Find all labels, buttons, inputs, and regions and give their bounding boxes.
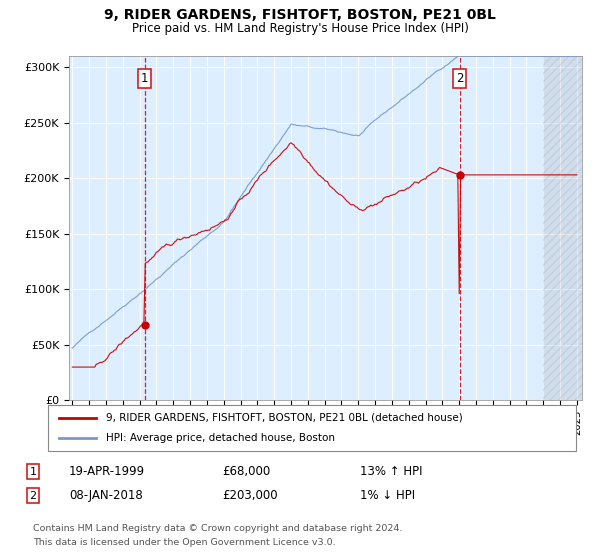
Text: 1% ↓ HPI: 1% ↓ HPI <box>360 489 415 502</box>
Text: £68,000: £68,000 <box>222 465 270 478</box>
Text: 2: 2 <box>29 491 37 501</box>
Bar <box>544 56 586 400</box>
Text: 13% ↑ HPI: 13% ↑ HPI <box>360 465 422 478</box>
Text: 1: 1 <box>29 466 37 477</box>
Text: Price paid vs. HM Land Registry's House Price Index (HPI): Price paid vs. HM Land Registry's House … <box>131 22 469 35</box>
Text: This data is licensed under the Open Government Licence v3.0.: This data is licensed under the Open Gov… <box>33 538 335 547</box>
Text: HPI: Average price, detached house, Boston: HPI: Average price, detached house, Bost… <box>106 433 335 443</box>
Text: 08-JAN-2018: 08-JAN-2018 <box>69 489 143 502</box>
Text: 2: 2 <box>456 72 463 85</box>
FancyBboxPatch shape <box>48 405 576 451</box>
Text: 19-APR-1999: 19-APR-1999 <box>69 465 145 478</box>
Text: £203,000: £203,000 <box>222 489 278 502</box>
Text: Contains HM Land Registry data © Crown copyright and database right 2024.: Contains HM Land Registry data © Crown c… <box>33 524 403 533</box>
Text: 9, RIDER GARDENS, FISHTOFT, BOSTON, PE21 0BL: 9, RIDER GARDENS, FISHTOFT, BOSTON, PE21… <box>104 8 496 22</box>
Text: 1: 1 <box>141 72 148 85</box>
Text: 9, RIDER GARDENS, FISHTOFT, BOSTON, PE21 0BL (detached house): 9, RIDER GARDENS, FISHTOFT, BOSTON, PE21… <box>106 413 463 423</box>
